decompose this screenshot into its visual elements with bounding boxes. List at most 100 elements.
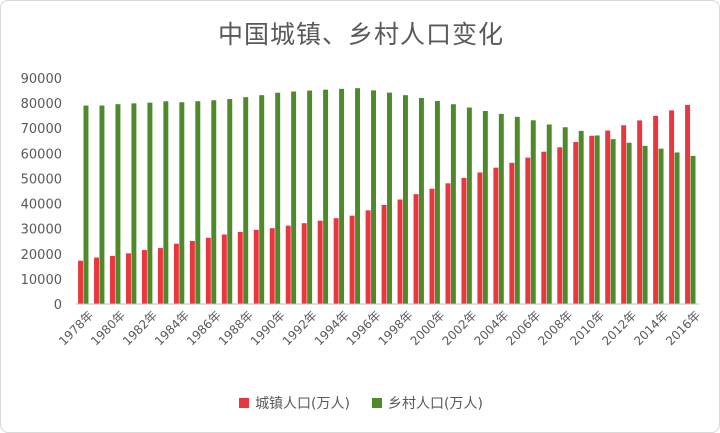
x-tick-label: 1988年 (216, 308, 256, 348)
bar-urban (541, 151, 547, 304)
bar-urban (429, 188, 435, 304)
bar-urban (685, 104, 691, 305)
bar-urban (253, 229, 259, 304)
bar-rural (115, 104, 121, 304)
bar-rural (546, 124, 552, 304)
bar-urban (189, 240, 195, 304)
x-tick-label: 1982年 (120, 308, 160, 348)
bar-rural (626, 142, 632, 304)
y-tick-label: 30000 (21, 223, 62, 238)
bar-urban (669, 110, 675, 304)
bar-urban (573, 142, 579, 304)
bar-rural (83, 105, 89, 304)
bar-rural (195, 101, 201, 305)
y-tick-label: 50000 (21, 172, 62, 187)
bar-urban (221, 234, 227, 304)
bar-rural (211, 100, 217, 304)
x-tick-label: 2004年 (471, 308, 511, 348)
y-tick-label: 10000 (21, 273, 62, 288)
bar-rural (291, 91, 297, 304)
legend-label-rural: 乡村人口(万人) (388, 396, 483, 412)
bar-rural (179, 102, 185, 304)
x-tick-label: 2008年 (535, 308, 575, 348)
bar-urban (365, 210, 371, 304)
bar-rural (658, 148, 664, 304)
x-tick-label: 2006年 (503, 308, 543, 348)
legend-label-urban: 城镇人口(万人) (255, 396, 350, 412)
x-tick-label: 1998年 (376, 308, 416, 348)
bar-urban (637, 120, 643, 304)
bar-urban (525, 157, 531, 304)
bar-rural (418, 97, 424, 305)
bar-rural (690, 155, 696, 304)
bar-urban (509, 162, 515, 304)
bar-rural (147, 102, 153, 304)
bar-rural (514, 116, 520, 304)
bar-rural (434, 101, 440, 304)
bar-urban (605, 130, 611, 304)
bar-urban (205, 237, 211, 304)
y-tick-label: 70000 (21, 122, 62, 137)
bar-urban (157, 248, 163, 304)
bar-rural (466, 107, 472, 304)
bar-rural (674, 152, 680, 304)
bar-urban (381, 204, 387, 304)
bar-urban (397, 199, 403, 304)
legend: 城镇人口(万人) 乡村人口(万人) (1, 393, 720, 413)
bar-rural (610, 139, 616, 304)
bar-urban (237, 232, 243, 304)
x-tick-label: 1984年 (152, 308, 192, 348)
y-tick-label: 20000 (21, 248, 62, 263)
bar-rural (403, 95, 408, 304)
bar-rural (450, 104, 456, 305)
legend-item-urban: 城镇人口(万人) (239, 393, 350, 413)
legend-swatch-urban (239, 398, 250, 408)
bar-urban (621, 125, 627, 304)
bar-urban (126, 253, 131, 304)
bar-rural (530, 120, 536, 304)
bar-rural (323, 89, 329, 304)
bar-rural (355, 88, 361, 305)
bar-rural (498, 113, 504, 305)
bar-urban (413, 194, 419, 304)
bar-rural (131, 103, 137, 304)
x-tick-label: 1996年 (344, 308, 384, 348)
bar-urban (301, 223, 307, 304)
bar-rural (307, 90, 313, 304)
bar-urban (94, 257, 99, 304)
x-tick-label: 2012年 (599, 308, 639, 348)
x-tick-label: 2010年 (567, 308, 607, 348)
x-tick-label: 2014年 (631, 308, 671, 348)
bar-urban (589, 135, 595, 304)
bar-urban (557, 147, 563, 304)
bar-urban (445, 183, 451, 304)
bar-rural (482, 111, 488, 305)
bar-urban (461, 177, 467, 304)
bar-rural (339, 88, 345, 304)
bar-urban (110, 255, 115, 304)
bar-rural (642, 145, 648, 304)
x-tick-label: 1986年 (184, 308, 224, 348)
bar-urban (653, 115, 659, 304)
bar-urban (317, 220, 323, 304)
bar-rural (371, 90, 376, 304)
y-tick-label: 80000 (21, 97, 62, 112)
bar-urban (285, 225, 291, 304)
chart-title: 中国城镇、乡村人口变化 (217, 20, 504, 49)
x-tick-label: 1994年 (312, 308, 352, 348)
legend-item-rural: 乡村人口(万人) (372, 393, 483, 413)
x-tick-label: 1978年 (56, 308, 96, 348)
bar-rural (594, 135, 600, 304)
bar-rural (275, 92, 281, 304)
bar-urban (477, 172, 483, 304)
x-tick-label: 2000年 (408, 308, 448, 348)
bar-rural (243, 97, 249, 304)
bar-rural (387, 92, 392, 305)
y-tick-label: 0 (54, 298, 62, 313)
y-tick-label: 90000 (21, 72, 62, 87)
bar-rural (259, 95, 265, 304)
bar-urban (78, 260, 84, 304)
y-tick-label: 40000 (21, 198, 62, 213)
